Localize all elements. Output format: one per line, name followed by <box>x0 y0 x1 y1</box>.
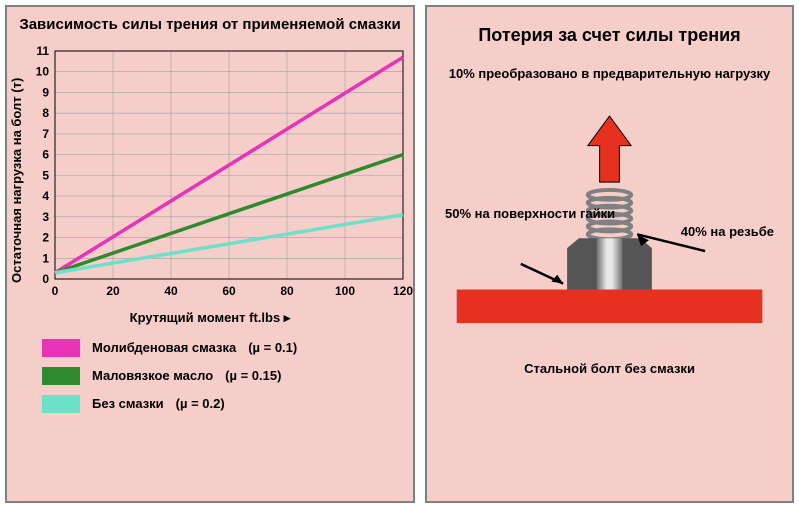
svg-text:0: 0 <box>42 272 49 286</box>
svg-text:80: 80 <box>280 284 294 298</box>
legend-label: Без смазки <box>92 396 164 411</box>
svg-text:40: 40 <box>164 284 178 298</box>
svg-text:0: 0 <box>52 284 59 298</box>
y-axis-label: Остаточная нагрузка на болт (т) <box>9 77 24 282</box>
friction-chart-panel: Зависимость силы трения от применяемой с… <box>5 5 415 503</box>
friction-loss-panel: Потерия за счет силы трения 10% преобраз… <box>425 5 794 503</box>
svg-text:8: 8 <box>42 106 49 120</box>
chart-legend: Молибденовая смазка (µ = 0.1) Маловязкое… <box>7 329 413 423</box>
svg-text:60: 60 <box>222 284 236 298</box>
svg-text:9: 9 <box>42 85 49 99</box>
legend-label: Молибденовая смазка <box>92 340 236 355</box>
x-axis-label: Крутящий момент ft.lbs ▸ <box>7 310 413 326</box>
svg-text:120: 120 <box>393 284 413 298</box>
svg-text:3: 3 <box>42 209 49 223</box>
line-chart-svg: 0 1 2 3 4 5 6 7 8 9 10 11 0 20 40 60 80 100 120 <box>7 43 413 303</box>
legend-item: Маловязкое масло (µ = 0.15) <box>42 367 403 385</box>
svg-text:20: 20 <box>106 284 120 298</box>
legend-swatch <box>42 367 80 385</box>
legend-swatch <box>42 339 80 357</box>
right-panel-title: Потерия за счет силы трения <box>437 25 782 46</box>
diagram-top-text: 10% преобразовано в предварительную нагр… <box>437 66 782 82</box>
svg-text:7: 7 <box>42 126 49 140</box>
bolt-diagram: 10% преобразовано в предварительную нагр… <box>437 66 782 446</box>
legend-swatch <box>42 395 80 413</box>
legend-mu: (µ = 0.1) <box>248 340 297 355</box>
diagram-left-text: 50% на поверхности гайки <box>445 206 615 222</box>
bolt-diagram-svg <box>437 66 782 446</box>
diagram-bottom-text: Стальной болт без смазки <box>437 361 782 377</box>
svg-text:2: 2 <box>42 230 49 244</box>
svg-text:11: 11 <box>36 44 49 58</box>
svg-text:6: 6 <box>42 147 49 161</box>
chart-title: Зависимость силы трения от применяемой с… <box>7 7 413 43</box>
chart-plot-area: Остаточная нагрузка на болт (т) 0 1 2 3 4 5 6 7… <box>7 43 413 329</box>
legend-item: Молибденовая смазка (µ = 0.1) <box>42 339 403 357</box>
legend-item: Без смазки (µ = 0.2) <box>42 395 403 413</box>
legend-mu: (µ = 0.15) <box>225 368 281 383</box>
svg-text:4: 4 <box>42 189 49 203</box>
svg-text:100: 100 <box>335 284 355 298</box>
svg-text:10: 10 <box>36 64 50 78</box>
legend-label: Маловязкое масло <box>92 368 213 383</box>
diagram-right-text: 40% на резьбе <box>681 224 774 240</box>
svg-text:5: 5 <box>42 168 49 182</box>
svg-text:1: 1 <box>42 251 49 265</box>
legend-mu: (µ = 0.2) <box>176 396 225 411</box>
